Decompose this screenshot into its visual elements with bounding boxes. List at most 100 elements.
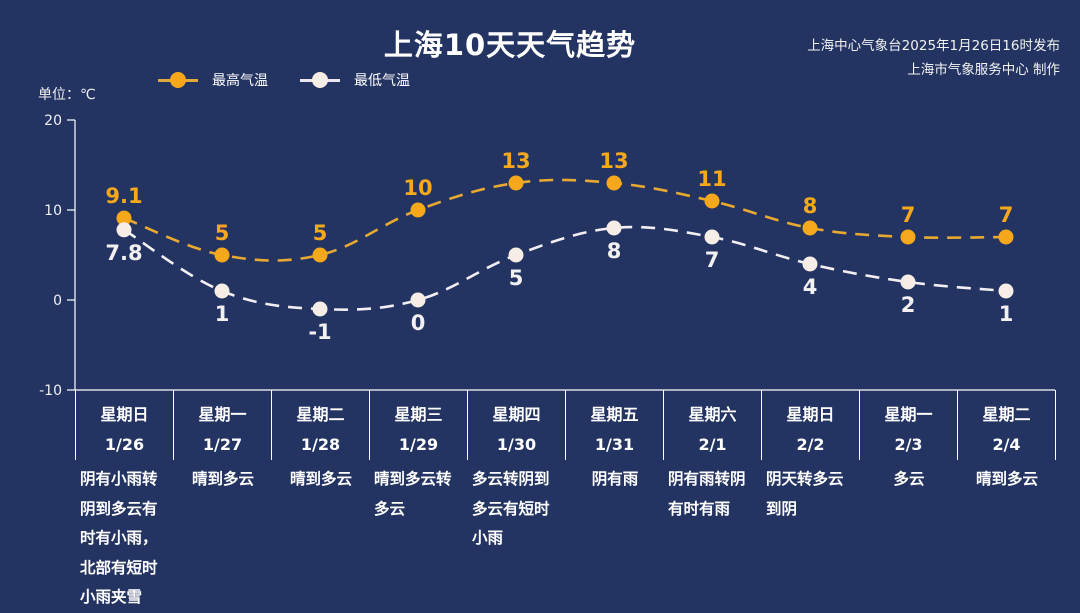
low-temp-point[interactable] [900, 274, 916, 290]
weather-description-line: 多云转阴到 [472, 470, 550, 488]
weather-description: 阴有雨转阴 有时有雨 [663, 465, 761, 613]
date-label: 2/1 [698, 435, 727, 454]
high-temp-value: 10 [403, 176, 432, 200]
legend-item-high[interactable]: 最高气温 [158, 70, 268, 90]
weather-description-line: 晴到多云 [289, 470, 352, 488]
day-column: 星期五 1/31 [566, 390, 664, 460]
date-label: 1/27 [202, 435, 243, 454]
day-column: 星期日 1/26 [76, 390, 174, 460]
date-label: 1/28 [300, 435, 341, 454]
legend: 最高气温 最低气温 [158, 70, 442, 90]
low-temp-point[interactable] [410, 292, 426, 308]
y-tick-label: -10 [39, 383, 62, 399]
weather-description-line: 小雨夹雪 [80, 588, 143, 606]
high-series-swatch-icon [158, 72, 198, 88]
high-temp-value: 5 [313, 221, 328, 245]
weekday-label: 星期二 [296, 405, 345, 424]
high-temp-point[interactable] [704, 193, 720, 209]
high-temp-point[interactable] [508, 175, 524, 191]
weekday-label: 星期二 [982, 405, 1031, 424]
low-temp-point[interactable] [606, 220, 622, 236]
unit-label: 单位：℃ [38, 87, 96, 103]
low-temp-point[interactable] [312, 301, 328, 317]
weather-description: 阴有雨 [565, 465, 663, 613]
weather-description-line: 晴到多云 [191, 470, 254, 488]
weather-description-line: 阴有雨转阴 [668, 470, 746, 488]
high-temp-value: 9.1 [105, 184, 142, 208]
weekday-label: 星期一 [884, 405, 933, 424]
weather-description: 阴有小雨转阴到多云有时有小雨， 北部有短时小雨夹雪 [75, 465, 173, 613]
high-temp-point[interactable] [410, 202, 426, 218]
low-temp-value: 8 [607, 239, 622, 263]
low-temp-value: 7.8 [105, 241, 142, 265]
day-column: 星期六 2/1 [664, 390, 762, 460]
weather-description: 多云 [859, 465, 957, 613]
weather-description-line: 阴有雨 [591, 470, 639, 488]
low-temp-value: 2 [901, 293, 916, 317]
weather-description-line: 时有小雨， [80, 529, 158, 547]
y-tick-label: 10 [44, 203, 62, 219]
low-temp-point[interactable] [998, 283, 1014, 299]
weekday-label: 星期一 [198, 405, 247, 424]
weather-description: 晴到多云 [271, 465, 369, 613]
day-column: 星期三 1/29 [370, 390, 468, 460]
chart-title: 上海10天天气趋势 [383, 28, 637, 62]
date-label: 1/31 [594, 435, 635, 454]
date-label: 2/3 [894, 435, 923, 454]
weather-description-line: 晴到多云转 [374, 470, 452, 488]
series-lines: 9.1 5 5 10 13 13 11 8 7 7 7.8 1 -1 0 5 8 7 4 2 1 [105, 149, 1014, 344]
high-temp-point[interactable] [214, 247, 230, 263]
issuer-line-1: 上海中心气象台2025年1月26日16时发布 [807, 38, 1060, 54]
date-label: 1/29 [398, 435, 439, 454]
day-column: 星期一 2/3 [860, 390, 958, 460]
high-temp-value: 5 [215, 221, 230, 245]
high-temp-point[interactable] [116, 210, 132, 226]
weather-description: 阴天转多云 到阴 [761, 465, 859, 613]
day-column: 星期二 2/4 [958, 390, 1056, 460]
weather-description-line: 有时有雨 [668, 499, 731, 518]
low-temp-value: 1 [999, 302, 1014, 326]
weather-description-line: 晴到多云 [975, 470, 1038, 488]
low-temp-point[interactable] [704, 229, 720, 245]
weather-description-row: 阴有小雨转 阴到多云有 时有小雨， 北部有短时 小雨夹雪 晴到多云 晴到多云 晴到多云转 多云多… [75, 465, 1055, 613]
weather-description-line: 阴到多云有 [80, 499, 158, 518]
high-temp-point[interactable] [900, 229, 916, 245]
low-temp-line [123, 225, 1007, 311]
y-tick-label: 0 [53, 293, 62, 309]
day-column: 星期二 1/28 [272, 390, 370, 460]
low-temp-point[interactable] [116, 222, 132, 238]
weather-description-line: 多云有短时 [472, 499, 550, 518]
y-tick-label: 20 [44, 113, 62, 129]
day-header-row: 星期日 1/26 星期一 1/27 星期二 1/28 星期三 1/29 星期四 1/30 星期五 1/… [75, 390, 1056, 460]
issuer-info: 上海中心气象台2025年1月26日16时发布 上海市气象服务中心 制作 [807, 34, 1060, 82]
weather-description-line: 多云 [893, 470, 925, 488]
issuer-line-2: 上海市气象服务中心 制作 [907, 62, 1060, 78]
low-temp-point[interactable] [508, 247, 524, 263]
high-temp-point[interactable] [312, 247, 328, 263]
low-temp-value: 4 [803, 275, 818, 299]
weather-description: 晴到多云 [173, 465, 271, 613]
high-temp-line [123, 178, 1007, 262]
weather-description-line: 多云 [374, 499, 406, 518]
legend-low-label: 最低气温 [354, 73, 410, 89]
high-temp-point[interactable] [606, 175, 622, 191]
day-column: 星期一 1/27 [174, 390, 272, 460]
weather-description-line: 阴有小雨转 [80, 470, 158, 488]
low-temp-value: 5 [509, 266, 524, 290]
day-column: 星期四 1/30 [468, 390, 566, 460]
high-temp-value: 11 [697, 167, 726, 191]
high-temp-value: 7 [999, 203, 1014, 227]
low-temp-point[interactable] [214, 283, 230, 299]
high-temp-point[interactable] [998, 229, 1014, 245]
high-temp-point[interactable] [802, 220, 818, 236]
low-temp-value: 0 [411, 311, 426, 335]
weather-description-line: 到阴 [766, 499, 798, 518]
weather-description: 晴到多云 [957, 465, 1055, 613]
legend-item-low[interactable]: 最低气温 [300, 70, 410, 90]
weather-description-line: 北部有短时 [80, 558, 158, 577]
weather-description-line: 小雨 [472, 529, 504, 547]
date-label: 2/2 [796, 435, 825, 454]
low-temp-value: 7 [705, 248, 720, 272]
date-label: 1/26 [104, 435, 145, 454]
low-temp-point[interactable] [802, 256, 818, 272]
